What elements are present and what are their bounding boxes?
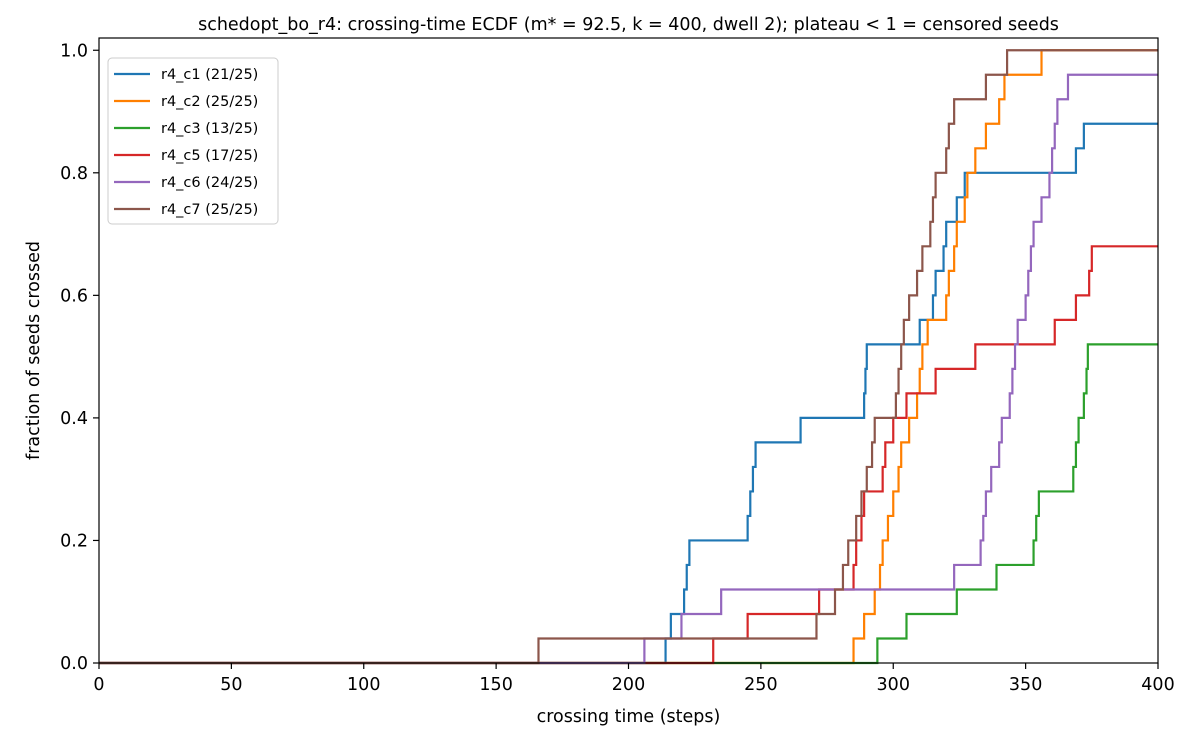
x-axis-ticks: 0 50 100 150 200 250 300 350 400 (93, 663, 1175, 695)
x-tick-label: 300 (877, 675, 910, 695)
series-layer (99, 49, 1158, 665)
legend-label: r4_c6 (24/25) (161, 175, 258, 191)
y-axis-ticks: 0.0 0.2 0.4 0.6 0.8 1.0 (60, 41, 99, 674)
y-tick-label: 1.0 (60, 41, 88, 61)
x-tick-label: 250 (744, 675, 777, 695)
legend-box (107, 57, 279, 225)
x-axis-label: crossing time (steps) (537, 707, 721, 727)
x-tick-label: 200 (612, 675, 645, 695)
series-line-4 (99, 245, 1158, 665)
legend-label: r4_c7 (25/25) (161, 202, 258, 218)
x-tick-label: 50 (220, 675, 242, 695)
x-tick-label: 350 (1009, 675, 1042, 695)
legend-label: r4_c5 (17/25) (161, 148, 258, 164)
series-line-5 (99, 73, 1158, 665)
series-line-1 (99, 122, 1158, 665)
legend-label: r4_c1 (21/25) (161, 67, 258, 83)
y-tick-label: 0.2 (60, 531, 88, 551)
series-line-6 (99, 49, 1158, 665)
series-line-3 (99, 343, 1158, 665)
y-tick-label: 0.6 (60, 286, 88, 306)
x-tick-label: 400 (1141, 675, 1174, 695)
y-axis-label: fraction of seeds crossed (24, 241, 44, 460)
x-tick-label: 150 (479, 675, 512, 695)
legend-label: r4_c3 (13/25) (161, 121, 258, 137)
legend-label: r4_c2 (25/25) (161, 94, 258, 110)
y-tick-label: 0.4 (60, 409, 88, 429)
chart-title: schedopt_bo_r4: crossing-time ECDF (m* =… (198, 15, 1059, 35)
y-tick-label: 0.8 (60, 164, 88, 184)
y-tick-label: 0.0 (60, 654, 88, 674)
legend: r4_c1 (21/25) r4_c2 (25/25) r4_c3 (13/25) r… (107, 57, 279, 225)
series-line-2 (99, 49, 1158, 665)
x-tick-label: 0 (93, 675, 104, 695)
x-tick-label: 100 (347, 675, 380, 695)
